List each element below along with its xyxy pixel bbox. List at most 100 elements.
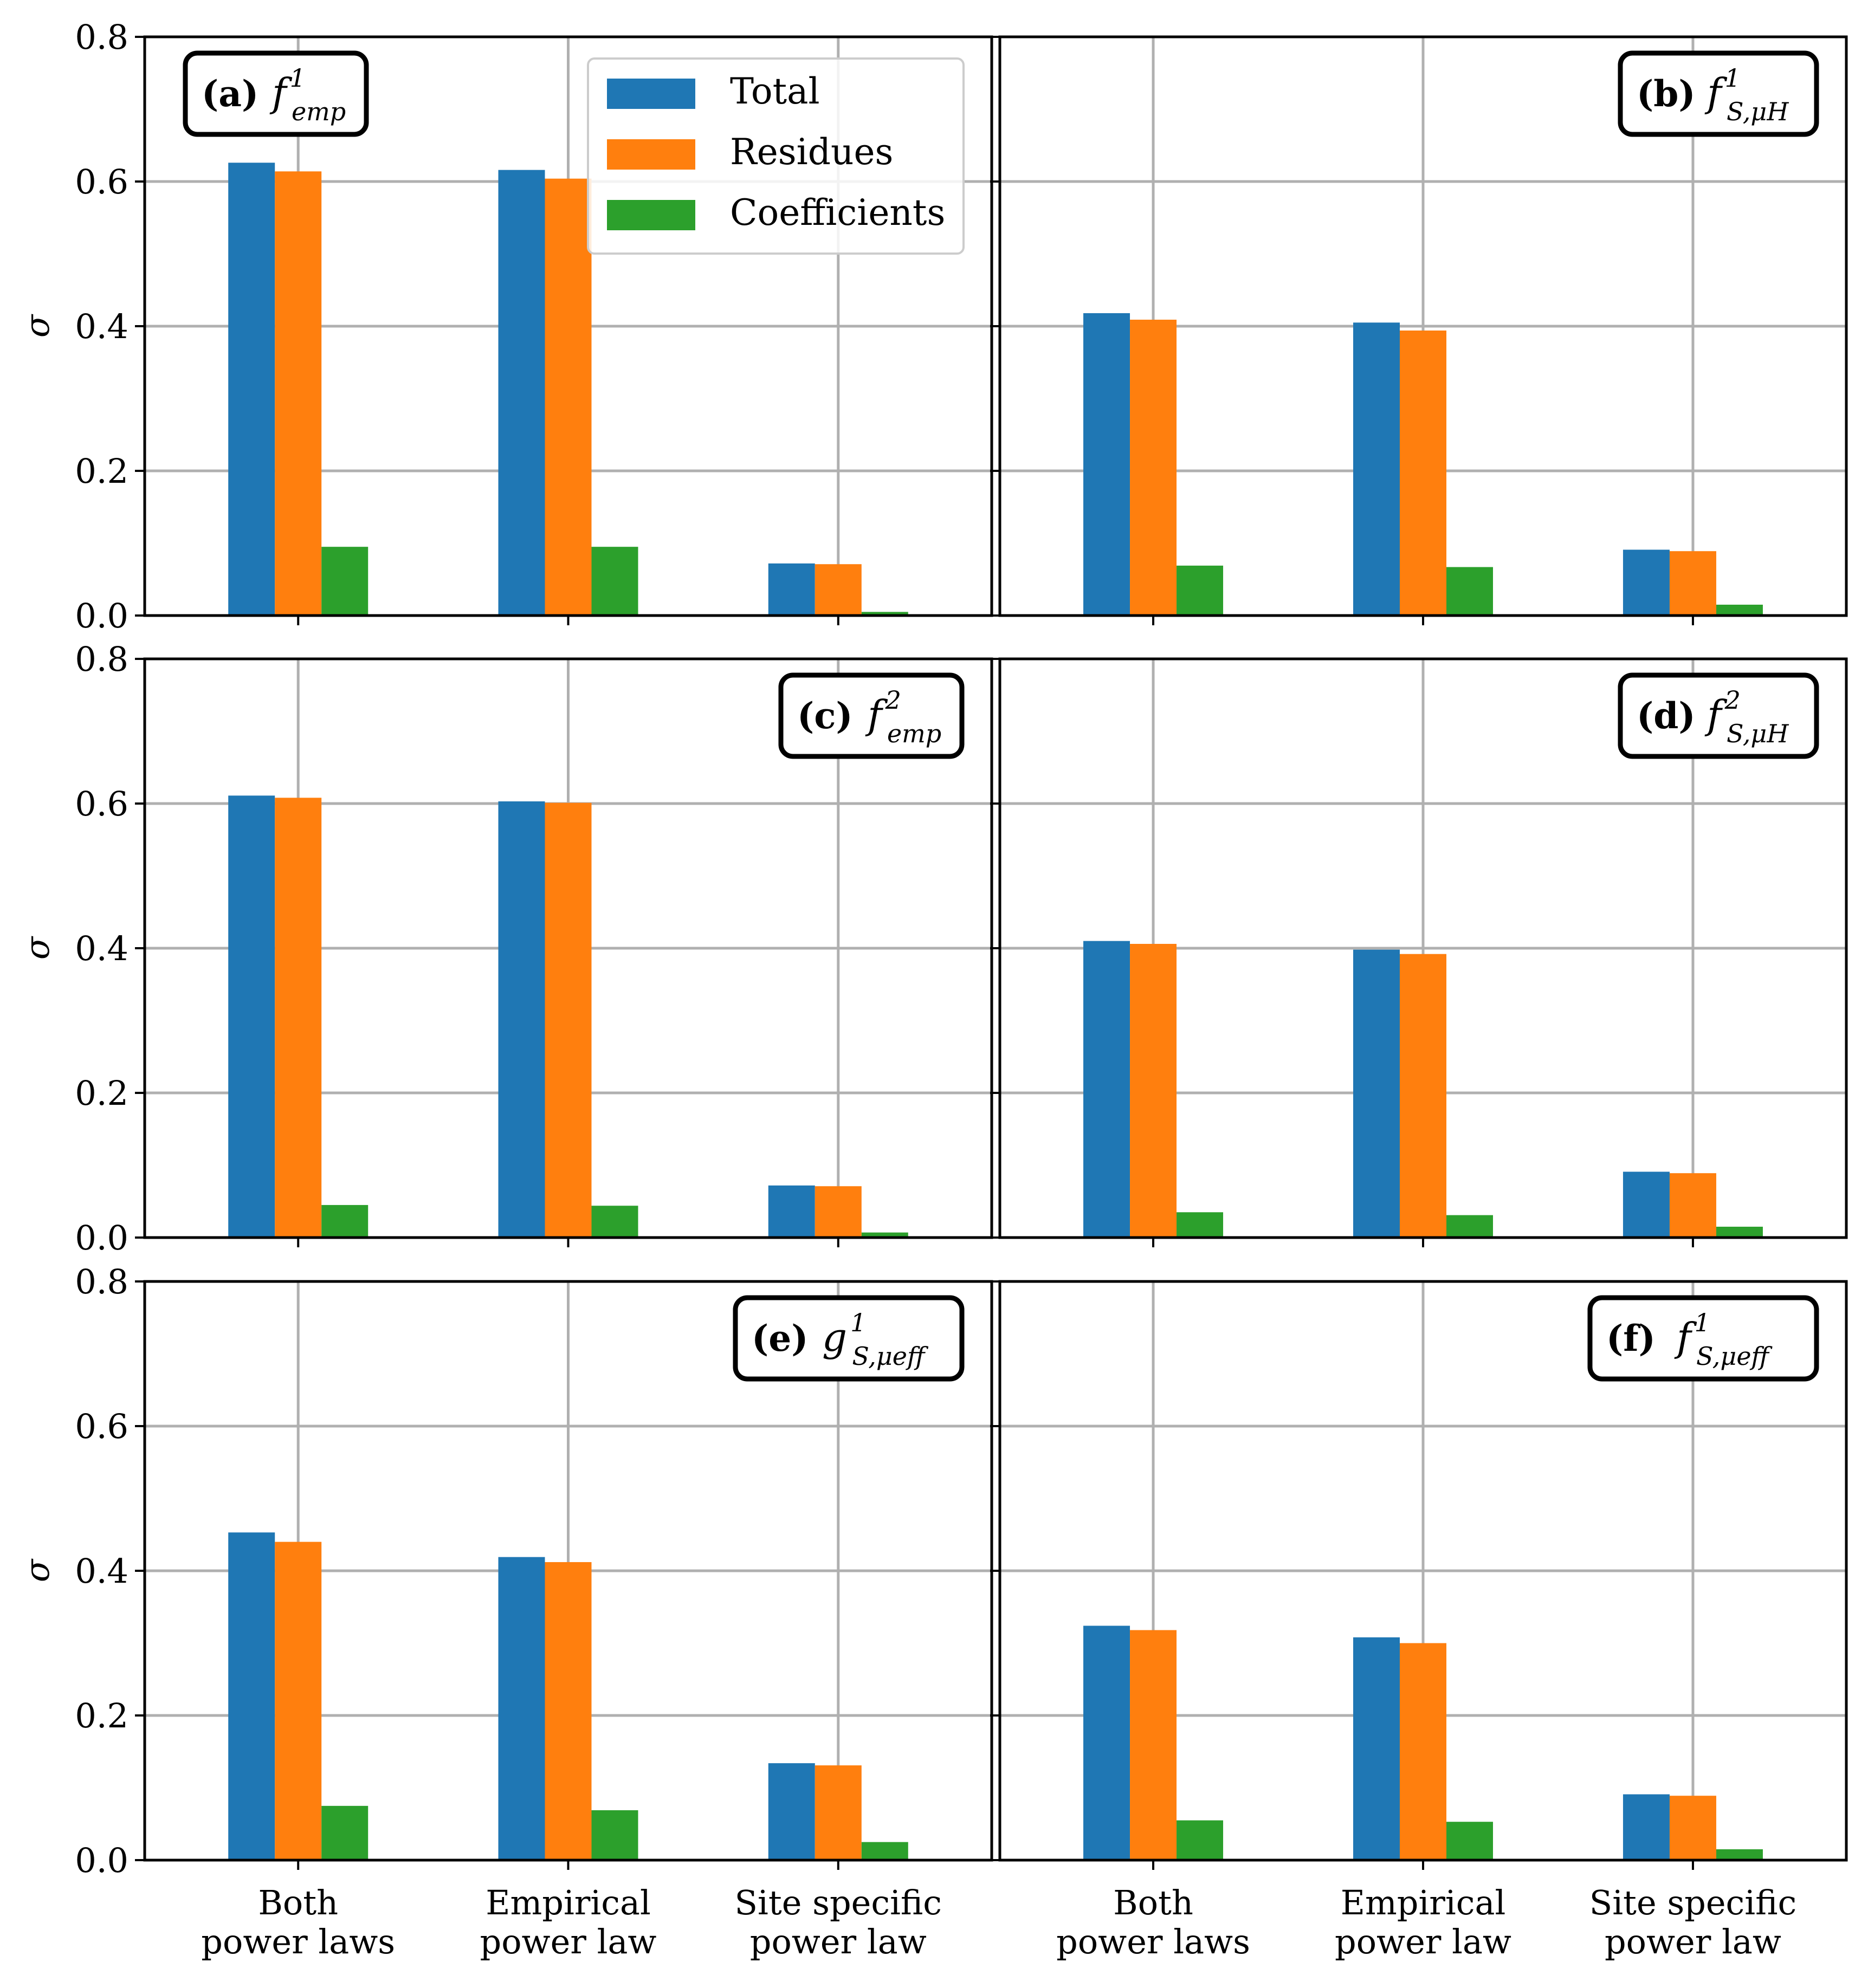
legend-swatch-total xyxy=(607,79,695,109)
y-tick-label: 0.6 xyxy=(75,784,128,824)
bar-coefficients-3 xyxy=(1716,1849,1763,1860)
y-tick-label: 0.4 xyxy=(75,929,128,968)
y-axis-label: σ xyxy=(17,314,57,338)
bar-coefficients-3 xyxy=(1716,1226,1763,1238)
bar-total-2 xyxy=(498,1557,545,1860)
panel-title-box xyxy=(183,50,369,137)
bar-coefficients-3 xyxy=(1716,604,1763,616)
bar-residues-1 xyxy=(1130,943,1177,1238)
panel-title-box xyxy=(1587,1295,1819,1382)
bar-total-1 xyxy=(1083,941,1130,1238)
bar-residues-3 xyxy=(815,564,862,616)
bar-residues-1 xyxy=(1130,319,1177,616)
y-tick-label: 0.8 xyxy=(75,17,128,57)
panel-title-box xyxy=(733,1295,965,1382)
bar-total-3 xyxy=(768,1185,815,1238)
y-tick-label: 0.2 xyxy=(75,451,128,491)
y-tick-label: 0.8 xyxy=(75,1262,128,1301)
bar-residues-1 xyxy=(1130,1630,1177,1860)
bar-total-3 xyxy=(1623,549,1670,616)
y-tick-label: 0.6 xyxy=(75,162,128,202)
bar-coefficients-2 xyxy=(591,1810,638,1860)
y-axis-label: σ xyxy=(17,936,57,960)
bar-total-2 xyxy=(1353,949,1400,1238)
bar-coefficients-2 xyxy=(1446,1822,1493,1860)
x-tick-label: Site specific xyxy=(735,1883,942,1922)
bar-total-2 xyxy=(1353,322,1400,616)
y-tick-label: 0.6 xyxy=(75,1407,128,1446)
panel-d: (d) f 2 S,μH xyxy=(990,657,1848,1247)
legend-label-residues: Residues xyxy=(730,131,893,173)
bar-residues-1 xyxy=(275,1542,322,1860)
bar-total-2 xyxy=(1353,1637,1400,1860)
legend-swatch-residues xyxy=(607,139,695,170)
x-tick-label: Site specific xyxy=(1589,1883,1796,1922)
y-tick-label: 0.4 xyxy=(75,307,128,346)
legend-swatch-coefficients xyxy=(607,200,695,230)
x-tick-label: Both xyxy=(258,1883,338,1922)
bar-coefficients-2 xyxy=(591,1206,638,1238)
bar-coefficients-1 xyxy=(321,1205,369,1238)
panel-label: (b) xyxy=(1637,73,1696,115)
x-tick-label: Both xyxy=(1113,1883,1193,1922)
y-tick-label: 0.0 xyxy=(75,596,128,636)
bar-residues-1 xyxy=(275,798,322,1238)
panel-label: (f) xyxy=(1606,1317,1656,1359)
bar-coefficients-3 xyxy=(861,1232,908,1238)
x-tick-label: power laws xyxy=(1056,1922,1250,1961)
legend-label-total: Total xyxy=(730,70,820,112)
bar-coefficients-2 xyxy=(591,547,638,616)
bar-total-1 xyxy=(228,795,275,1238)
panel-title-box xyxy=(1618,50,1819,137)
bar-coefficients-1 xyxy=(321,1805,369,1860)
legend: Total Residues Coefficients xyxy=(587,57,965,255)
bar-coefficients-1 xyxy=(1177,565,1224,616)
bar-residues-3 xyxy=(815,1765,862,1860)
x-tick-label: Empirical xyxy=(486,1883,651,1922)
bar-total-3 xyxy=(1623,1171,1670,1238)
bar-total-2 xyxy=(498,170,545,616)
legend-label-coefficients: Coefficients xyxy=(730,192,945,234)
bar-total-3 xyxy=(768,1763,815,1860)
bar-residues-3 xyxy=(1669,551,1716,616)
x-tick-label: power law xyxy=(1335,1922,1511,1961)
x-tick-label: power law xyxy=(1605,1922,1781,1961)
bar-residues-3 xyxy=(1669,1173,1716,1238)
x-tick-label: power law xyxy=(750,1922,927,1961)
bar-coefficients-1 xyxy=(1177,1212,1224,1238)
bar-total-1 xyxy=(228,163,275,616)
panel-function: f 1 S,μeff xyxy=(1674,1308,1773,1371)
y-tick-label: 0.2 xyxy=(75,1696,128,1736)
bar-coefficients-3 xyxy=(861,1842,908,1860)
bar-total-2 xyxy=(498,801,545,1238)
bar-coefficients-1 xyxy=(321,547,369,616)
x-tick-label: power laws xyxy=(201,1922,395,1961)
y-axis-label: σ xyxy=(17,1558,57,1582)
panel-function: f 1 emp xyxy=(269,63,346,126)
x-tick-label: power law xyxy=(480,1922,657,1961)
bar-residues-2 xyxy=(545,802,592,1238)
bar-total-3 xyxy=(1623,1794,1670,1860)
bar-residues-1 xyxy=(275,171,322,616)
bar-residues-2 xyxy=(545,178,592,616)
bar-total-1 xyxy=(228,1532,275,1860)
panel-b: (b) f 1 S,μH xyxy=(990,35,1848,625)
panel-label: (d) xyxy=(1637,695,1696,737)
bar-coefficients-3 xyxy=(861,612,908,616)
bar-residues-2 xyxy=(545,1562,592,1860)
panel-function: g 1 S,μeff xyxy=(822,1308,929,1371)
bar-residues-2 xyxy=(1400,331,1446,616)
x-tick-label: Empirical xyxy=(1341,1883,1506,1922)
bar-residues-3 xyxy=(1669,1796,1716,1860)
bar-residues-2 xyxy=(1400,954,1446,1238)
bar-residues-3 xyxy=(815,1186,862,1238)
panel-label: (c) xyxy=(797,695,853,737)
bar-coefficients-2 xyxy=(1446,567,1493,616)
bar-total-1 xyxy=(1083,313,1130,616)
y-tick-label: 0.4 xyxy=(75,1551,128,1591)
y-tick-label: 0.0 xyxy=(75,1218,128,1258)
y-tick-label: 0.0 xyxy=(75,1841,128,1880)
